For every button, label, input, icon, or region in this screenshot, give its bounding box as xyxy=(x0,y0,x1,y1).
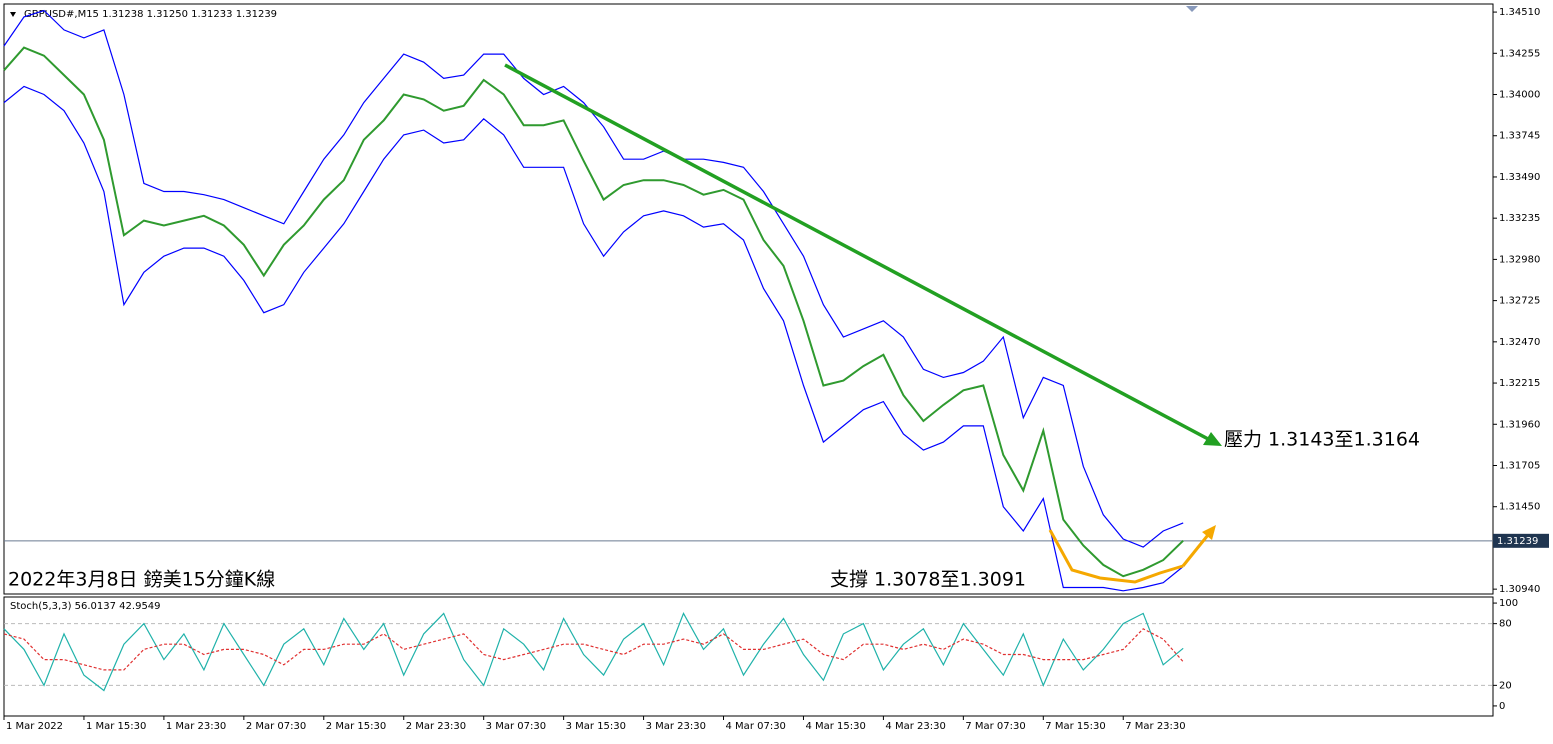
y-tick-label: 1.33490 xyxy=(1499,172,1540,183)
y-tick-label: 1.33235 xyxy=(1499,213,1540,224)
y-tick-label: 1.32470 xyxy=(1499,337,1540,348)
x-tick-label: 1 Mar 23:30 xyxy=(166,721,226,732)
y-tick-label: 1.33745 xyxy=(1499,131,1540,142)
x-tick-label: 4 Mar 07:30 xyxy=(726,721,786,732)
y-tick-label: 1.32980 xyxy=(1499,254,1540,265)
y-tick-label: 1.31705 xyxy=(1499,460,1540,471)
x-tick-label: 3 Mar 23:30 xyxy=(646,721,706,732)
y-tick-label: 1.32215 xyxy=(1499,378,1540,389)
y-tick-label: 20 xyxy=(1499,680,1512,691)
x-tick-label: 7 Mar 07:30 xyxy=(965,721,1025,732)
series-line xyxy=(3,9,1184,548)
x-tick-label: 2 Mar 23:30 xyxy=(406,721,466,732)
series-line xyxy=(3,611,1184,692)
support-arrowhead xyxy=(1202,525,1216,540)
last-price-label: 1.31239 xyxy=(1497,536,1538,547)
resistance-label: 壓力 1.3143至1.3164 xyxy=(1224,429,1420,451)
y-tick-label: 0 xyxy=(1499,701,1505,712)
x-tick-label: 7 Mar 23:30 xyxy=(1125,721,1185,732)
y-tick-label: 80 xyxy=(1499,619,1512,630)
support-label: 支撐 1.3078至1.3091 xyxy=(830,569,1026,591)
trend-line xyxy=(504,63,1211,442)
x-tick-label: 4 Mar 23:30 xyxy=(885,721,945,732)
scroll-marker xyxy=(1186,6,1198,12)
series-line xyxy=(3,46,1184,578)
y-tick-label: 1.34255 xyxy=(1499,48,1540,59)
y-tick-label: 1.31960 xyxy=(1499,419,1540,430)
y-tick-label: 1.32725 xyxy=(1499,296,1540,307)
menu-arrow xyxy=(10,12,16,17)
main-panel xyxy=(3,3,1494,595)
x-tick-label: 2 Mar 07:30 xyxy=(246,721,306,732)
y-tick-label: 100 xyxy=(1499,598,1518,609)
x-tick-label: 7 Mar 15:30 xyxy=(1045,721,1105,732)
y-tick-label: 1.31450 xyxy=(1499,502,1540,513)
series-line xyxy=(3,85,1184,592)
x-tick-label: 2 Mar 15:30 xyxy=(326,721,386,732)
series-line xyxy=(3,628,1184,671)
support-curve xyxy=(1048,529,1184,584)
x-tick-label: 1 Mar 2022 xyxy=(6,721,63,732)
symbol-info: GBPUSD#,M15 1.31238 1.31250 1.31233 1.31… xyxy=(24,9,277,20)
trend-arrow xyxy=(1203,432,1222,446)
plot: 1.34510 1.34255 1.34000 1.33745 1.33490 1.332… xyxy=(3,7,1549,732)
stoch-title: Stoch(5,3,3) 56.0137 42.9549 xyxy=(10,601,161,612)
last-price-box xyxy=(1493,533,1549,548)
stoch-panel xyxy=(3,596,1494,717)
y-tick-label: 1.30940 xyxy=(1499,584,1540,595)
y-tick-label: 1.34510 xyxy=(1499,7,1540,18)
y-tick-label: 1.34000 xyxy=(1499,90,1540,101)
chart-caption: 2022年3月8日 鎊美15分鐘K線 xyxy=(8,569,275,591)
x-tick-label: 4 Mar 15:30 xyxy=(805,721,865,732)
x-tick-label: 3 Mar 07:30 xyxy=(486,721,546,732)
x-tick-label: 1 Mar 15:30 xyxy=(86,721,146,732)
x-tick-label: 3 Mar 15:30 xyxy=(566,721,626,732)
